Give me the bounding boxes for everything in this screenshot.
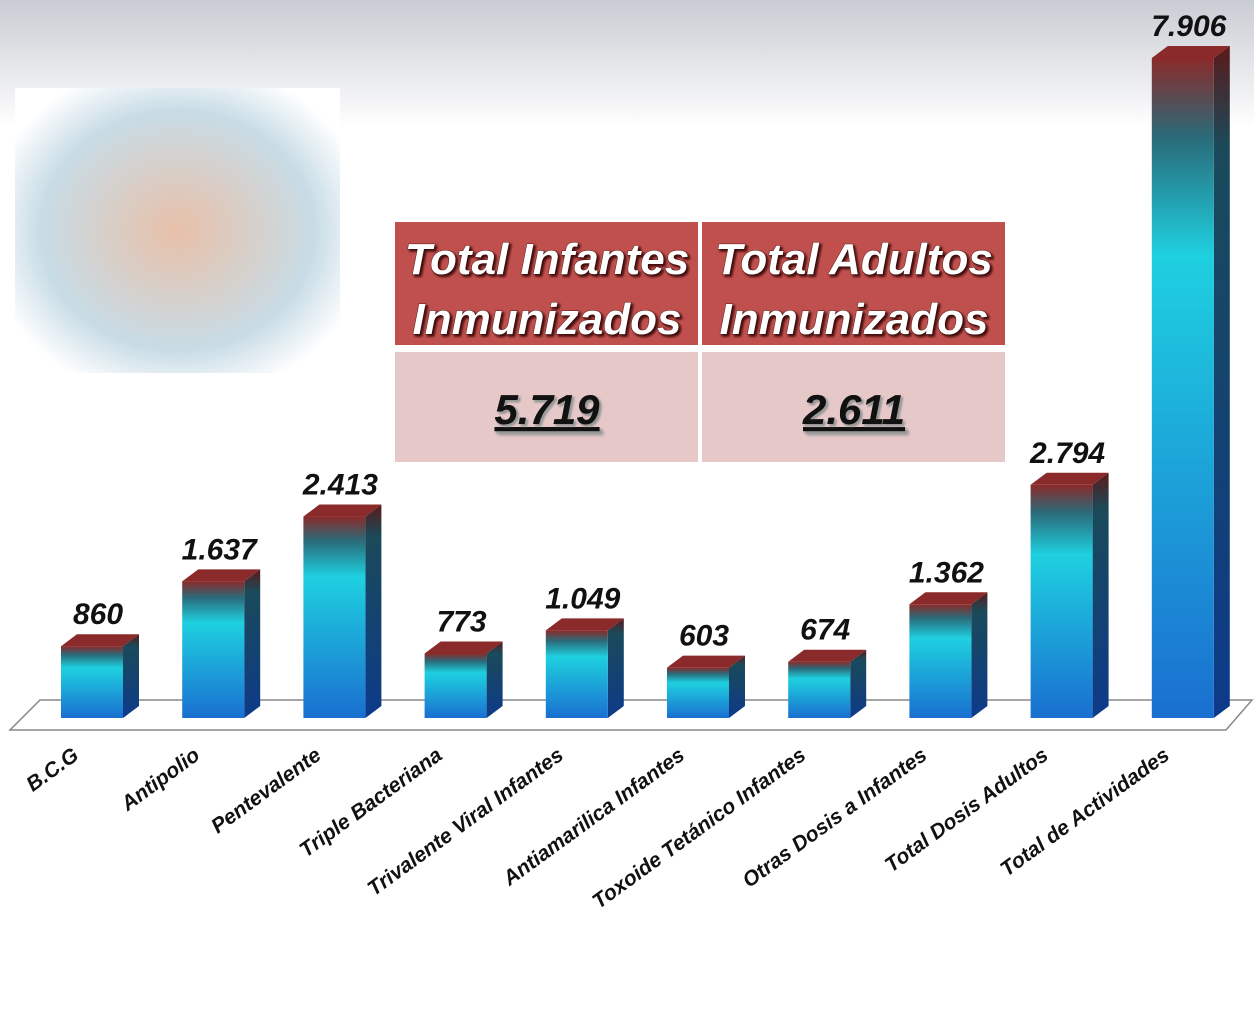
bar-side [486,641,503,718]
value-label: 1.049 [545,582,620,615]
value-label: 860 [73,598,123,631]
value-label: 2.413 [302,469,378,502]
value-label: 603 [679,620,729,653]
cell-value: 2.611 [802,386,905,433]
bar-top [788,649,867,662]
bar-top [545,618,624,631]
value-cell [702,352,1005,462]
bar [788,661,851,718]
value-cell [395,352,698,462]
bar-top [182,569,261,582]
header-cell [702,222,1005,345]
bar [1151,58,1214,718]
bar [909,604,972,718]
cell-value: 5.719 [494,386,600,433]
value-label: 674 [800,614,850,647]
header-text: Total Adultos [715,235,993,284]
bar-top [909,592,988,605]
header-text: Inmunizados [413,295,682,344]
x-tick-label: Toxoide Tetánico Infantes [588,743,810,913]
value-label: 1.637 [182,533,258,566]
bar-top [1151,46,1230,58]
bar [545,630,608,718]
vaccine-photo [15,88,340,373]
bar-side [244,569,261,718]
header-text: Inmunizados [720,295,989,344]
bar-side [1213,46,1230,718]
bar [667,667,729,718]
bar-top [667,655,745,668]
bar [424,653,487,718]
bar [182,581,245,718]
x-tick-label: Antipolio [116,743,204,816]
summary-table: Total Infantes Inmunizados Total Adultos In… [395,222,1005,462]
bar-side [123,634,139,718]
value-label: 2.794 [1029,437,1105,470]
bar [303,516,366,718]
bar-side [729,655,745,718]
x-tick-label: Pentevalente [207,743,326,838]
bar-side [1092,472,1109,718]
bar-top [61,634,139,647]
bar-top [424,641,503,654]
value-label: 7.906 [1151,10,1226,43]
x-tick-label: Trivalente Viral Infantes [363,743,567,900]
value-label: 1.362 [909,556,984,589]
bar-side [607,618,624,718]
value-label: 773 [437,605,487,638]
bar-side [850,649,867,718]
header-text: Total Infantes [405,235,689,284]
header-cell [395,222,698,345]
bar-top [1030,472,1109,485]
bar-side [971,592,988,718]
bar-top [303,504,382,517]
bar [1030,484,1093,718]
bar-side [365,504,382,718]
bar [61,646,123,718]
x-tick-label: B.C.G [22,743,83,796]
